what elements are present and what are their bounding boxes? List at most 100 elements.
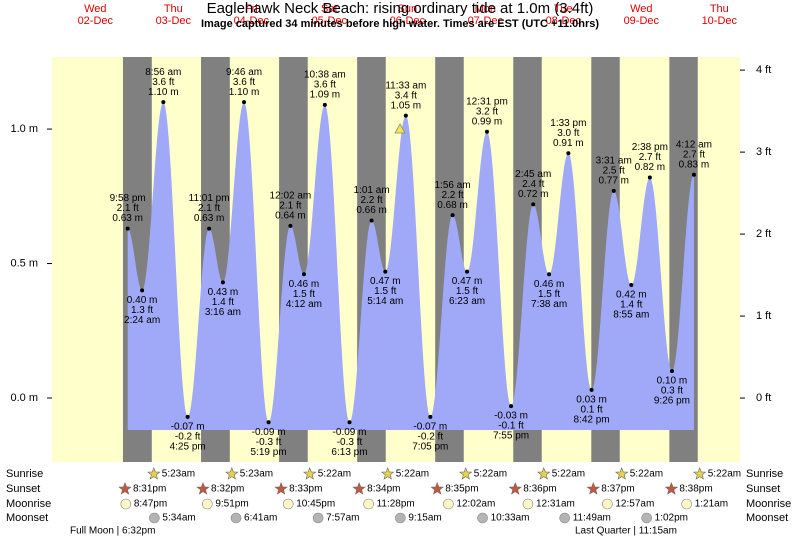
sunrise-time: 5:22am xyxy=(318,469,351,480)
moonrise-time: 10:45pm xyxy=(296,499,335,510)
moonrise-icon xyxy=(282,498,294,510)
sunrise-time: 5:22am xyxy=(708,469,741,480)
sunset-time: 8:38pm xyxy=(679,484,712,495)
day-weekday: Wed xyxy=(84,3,106,15)
tide-label: 0.43 m xyxy=(208,287,239,298)
moonset-icon xyxy=(641,512,652,524)
tide-point xyxy=(288,223,293,228)
tide-label: 2.5 ft xyxy=(603,166,625,177)
tide-label: 9:46 am xyxy=(226,67,262,78)
tide-label: 2.1 ft xyxy=(117,203,139,214)
tide-label: -0.09 m xyxy=(333,427,367,438)
sunrise-icon xyxy=(692,466,707,480)
tide-label: -0.07 m xyxy=(413,421,447,432)
tide-label: 0.46 m xyxy=(289,279,320,290)
tide-label: 0.68 m xyxy=(437,200,468,211)
tide-label: 6:23 am xyxy=(449,296,485,307)
moonset-time: 10:33am xyxy=(491,513,530,524)
tide-label: 1.10 m xyxy=(148,87,179,98)
day-date: 06-Dec xyxy=(390,15,426,27)
tide-point xyxy=(450,213,455,218)
sunrise-time: 5:22am xyxy=(396,469,429,480)
tide-area xyxy=(127,102,694,431)
sunset-icon xyxy=(664,481,679,495)
tide-label: 4:25 pm xyxy=(170,441,206,452)
moonrise-time: 9:51pm xyxy=(215,499,248,510)
sunrise-icon xyxy=(536,466,551,480)
moon-phase-note: Full Moon | 6:32pm xyxy=(70,526,155,537)
tide-label: 9:58 pm xyxy=(110,193,146,204)
tide-label: 8:56 am xyxy=(145,67,181,78)
tide-label: -0.3 ft xyxy=(337,437,363,448)
tide-label: 0.3 ft xyxy=(661,386,683,397)
sunrise-icon xyxy=(302,466,317,480)
tide-point xyxy=(691,172,696,177)
tide-label: 4:12 am xyxy=(286,299,322,310)
moonset-time: 11:49am xyxy=(573,513,611,524)
sunset-time: 8:33pm xyxy=(289,484,322,495)
tide-label: 7:55 pm xyxy=(493,431,529,442)
tide-point xyxy=(369,218,374,223)
tide-label: 0.77 m xyxy=(598,176,629,187)
tide-label: 1.5 ft xyxy=(374,286,396,297)
sunrise-time: 5:22am xyxy=(552,469,585,480)
tide-point xyxy=(547,272,552,277)
sunrise-time: 5:23am xyxy=(240,469,273,480)
row-label: Moonrise xyxy=(746,498,791,510)
tide-label: -0.2 ft xyxy=(418,431,444,442)
tide-point xyxy=(185,414,190,419)
tide-label: 11:33 am xyxy=(385,80,426,91)
tide-point xyxy=(161,100,166,105)
tide-label: 3:16 am xyxy=(205,307,241,318)
tide-label: 3.0 ft xyxy=(557,128,579,139)
moonrise-time: 12:31am xyxy=(536,499,575,510)
sunset-time: 8:36pm xyxy=(523,484,556,495)
sunset-time: 8:35pm xyxy=(445,484,478,495)
moonset-time: 9:15am xyxy=(408,513,441,524)
tide-label: 12:02 am xyxy=(270,191,312,202)
tide-label: 3.2 ft xyxy=(476,106,498,117)
sunrise-time: 5:23am xyxy=(162,469,195,480)
tide-point xyxy=(566,151,571,156)
tide-label: 2.2 ft xyxy=(360,195,382,206)
now-marker xyxy=(394,123,406,134)
tide-label: 0.47 m xyxy=(452,276,483,287)
tide-label: 0.47 m xyxy=(370,276,401,287)
tide-label: 0.83 m xyxy=(679,159,710,170)
tide-label: 1.4 ft xyxy=(620,300,642,311)
tide-label: 1:01 am xyxy=(354,185,390,196)
moonrise-time: 12:02am xyxy=(456,499,495,510)
tide-label: 0.91 m xyxy=(553,138,584,149)
tide-label: 1.5 ft xyxy=(538,289,560,300)
day-weekday: Sat xyxy=(321,3,338,15)
tide-label: 1.09 m xyxy=(310,90,341,101)
tide-point xyxy=(629,283,634,288)
sunset-icon xyxy=(352,481,366,495)
chart-subtitle: Image captured 34 minutes before high wa… xyxy=(201,18,599,30)
tide-label: 0.40 m xyxy=(127,295,158,306)
sunrise-time: 5:22am xyxy=(630,469,663,480)
sunrise-time: 5:22am xyxy=(474,469,507,480)
tide-point xyxy=(509,404,514,409)
row-label: Moonrise xyxy=(6,498,51,510)
row-label: Moonset xyxy=(746,512,788,524)
y2-tick-label: 0 ft xyxy=(756,392,771,404)
tide-point xyxy=(484,129,489,134)
day-weekday: Thu xyxy=(710,3,729,15)
tide-label: 1.05 m xyxy=(391,100,422,111)
tide-point xyxy=(383,269,388,274)
moonset-time: 5:34am xyxy=(162,513,195,524)
moonrise-time: 12:57am xyxy=(615,499,654,510)
tide-label: 3.6 ft xyxy=(152,77,174,88)
day-weekday: Thu xyxy=(164,3,183,15)
tide-point xyxy=(266,420,271,425)
tide-label: 2.4 ft xyxy=(522,179,544,190)
day-date: 09-Dec xyxy=(624,15,660,27)
moonrise-time: 1:21am xyxy=(695,499,728,510)
moonset-time: 6:41am xyxy=(244,513,277,524)
tide-label: 1.5 ft xyxy=(456,286,478,297)
moonset-time: 7:57am xyxy=(326,513,359,524)
sunset-time: 8:31pm xyxy=(133,484,166,495)
tide-point xyxy=(220,280,225,285)
day-date: 03-Dec xyxy=(156,15,192,27)
